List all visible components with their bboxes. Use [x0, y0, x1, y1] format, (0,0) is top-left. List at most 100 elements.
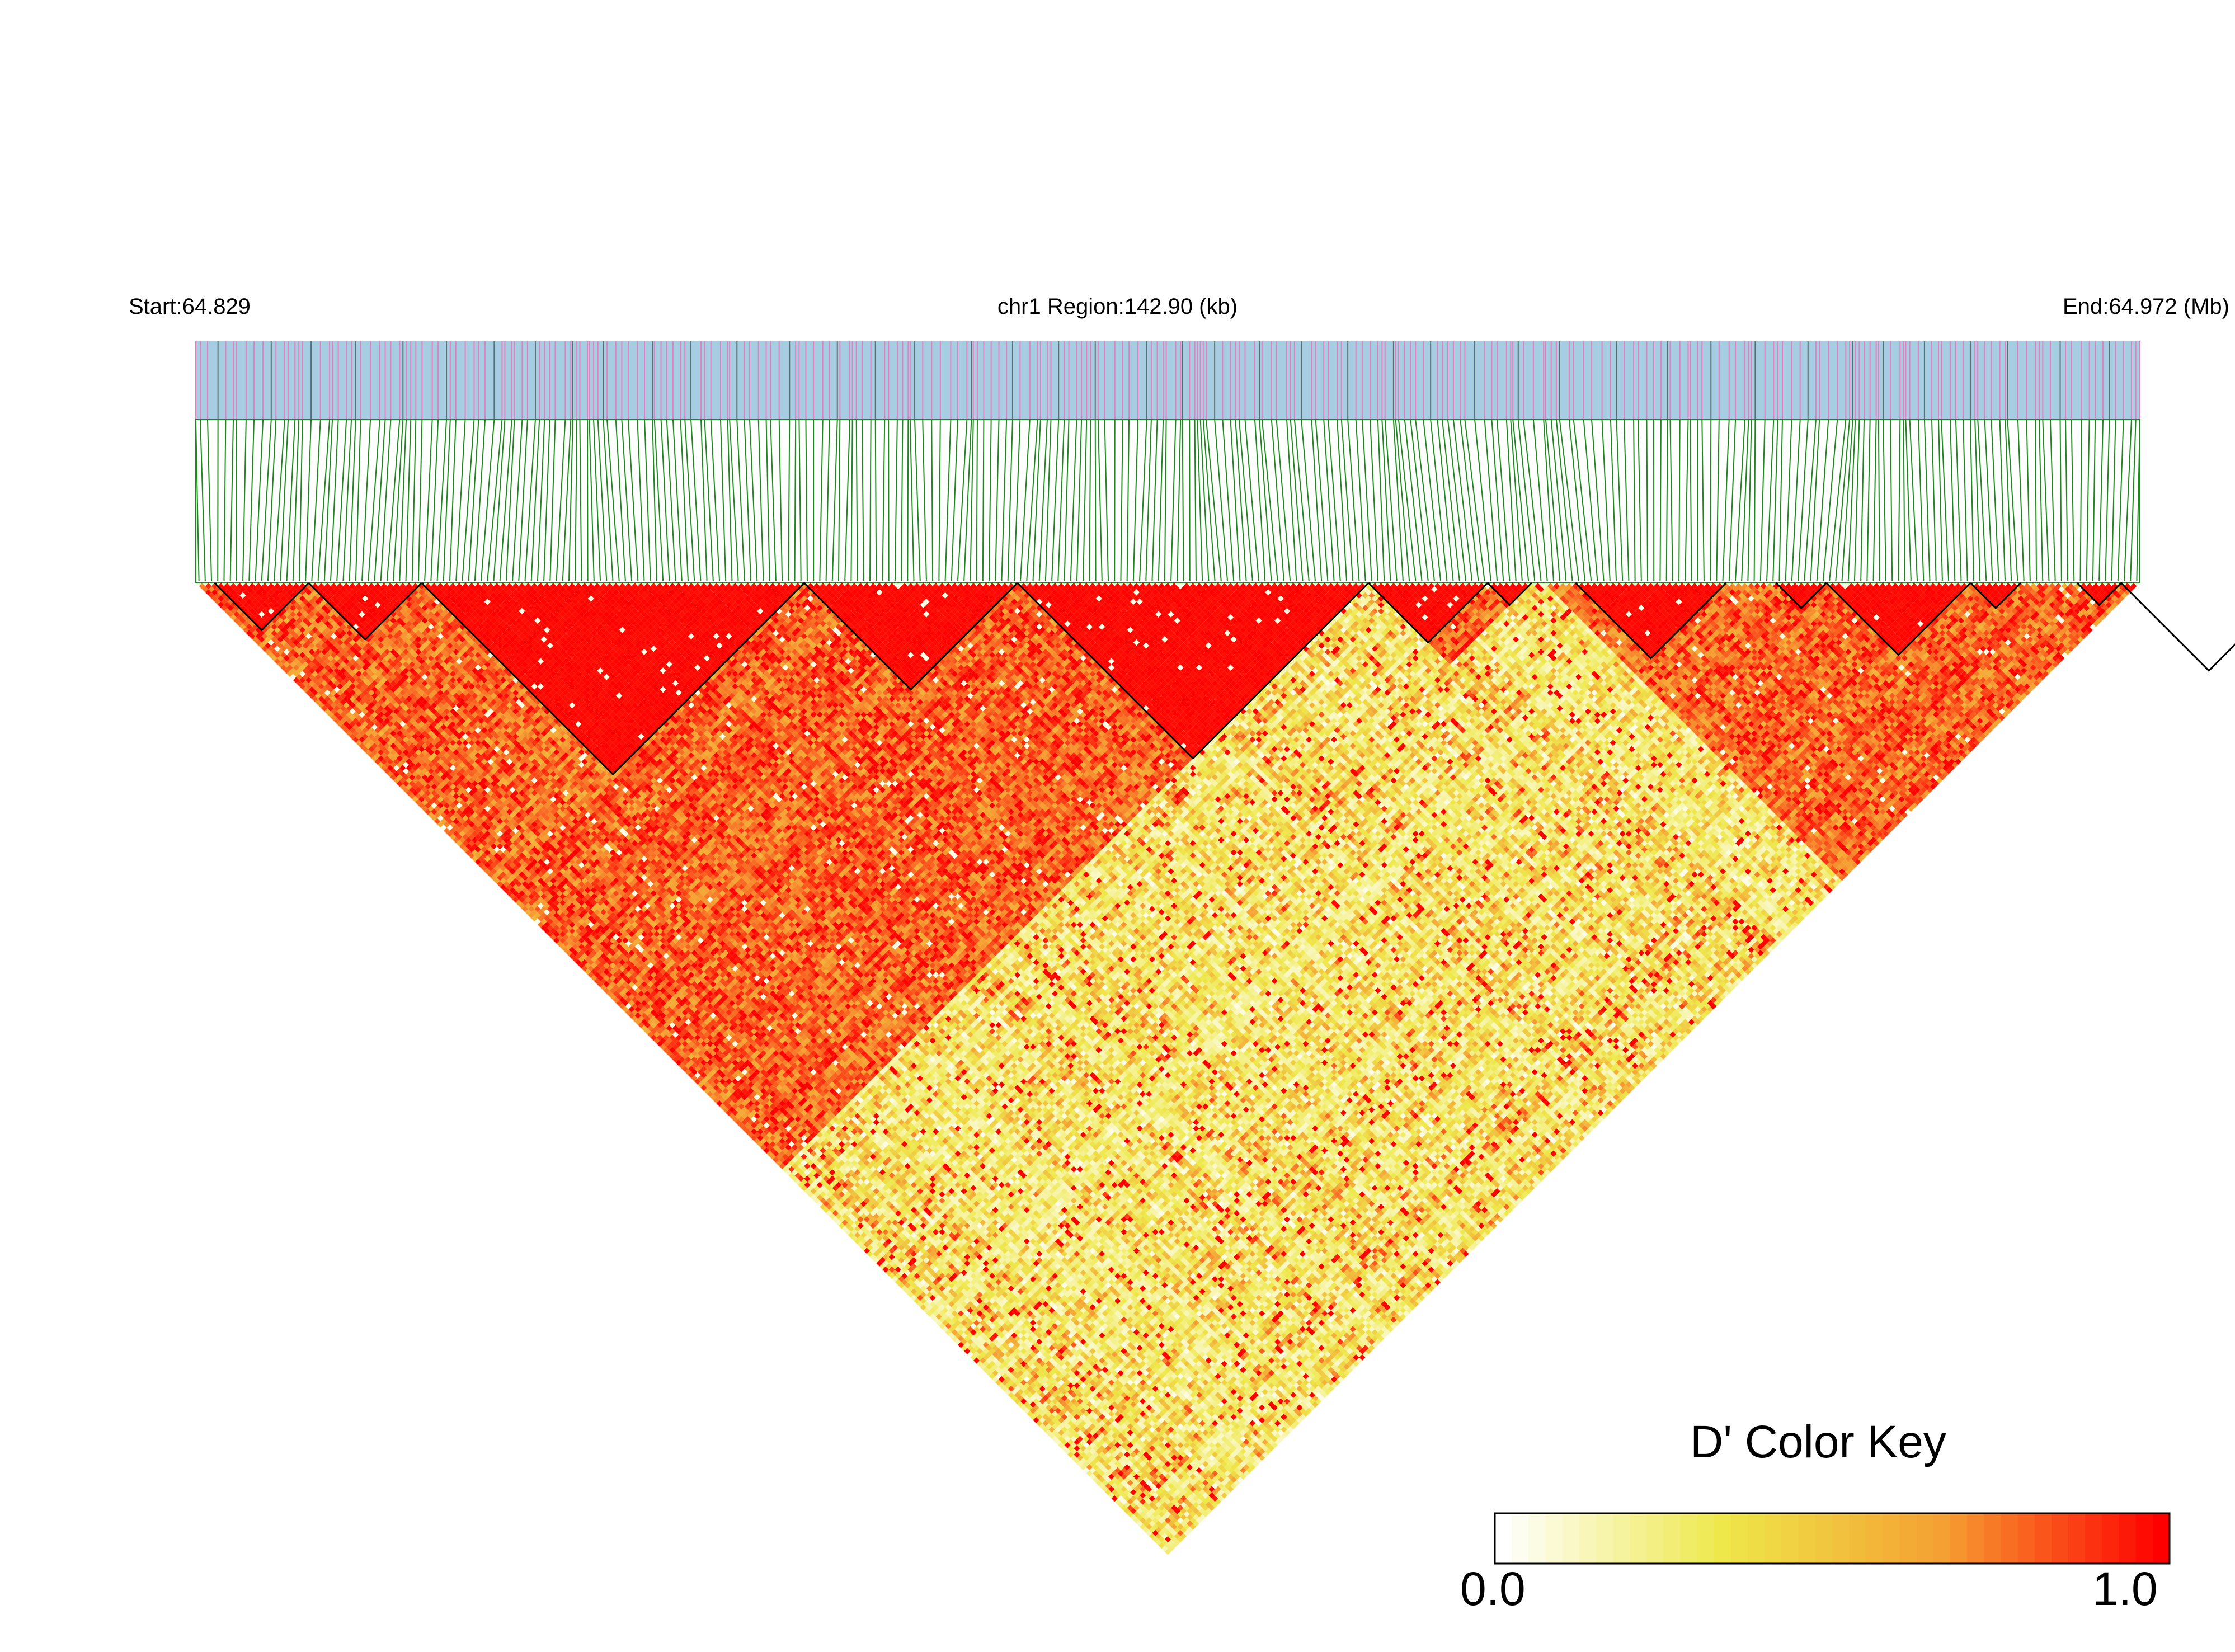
snp-connector	[2081, 420, 2082, 581]
snp-connector	[1848, 420, 1856, 581]
snp-connector	[425, 420, 432, 581]
snp-connector	[945, 420, 951, 581]
snp-connector	[882, 420, 884, 581]
snp-connector	[1177, 420, 1180, 581]
snp-connector	[1742, 420, 1748, 581]
snp-connector	[274, 420, 285, 581]
snp-connector	[2000, 420, 2005, 581]
snp-connector	[1779, 420, 1782, 581]
snp-connector	[1823, 420, 1837, 581]
snp-connector	[1014, 420, 1020, 581]
snp-connector	[1761, 420, 1765, 581]
snp-connector	[983, 420, 984, 581]
snp-connector	[255, 420, 263, 581]
snp-connector	[939, 420, 940, 581]
snp-connector	[1342, 420, 1353, 581]
snp-connector	[745, 420, 751, 581]
snp-connector	[799, 420, 801, 581]
snp-connector	[331, 420, 338, 581]
snp-connector	[305, 420, 311, 581]
snp-connector	[1098, 420, 1102, 581]
snp-connector	[680, 420, 688, 581]
snp-connector	[1584, 420, 1598, 581]
snp-connector	[1065, 420, 1069, 581]
snp-connector	[1991, 420, 1998, 581]
snp-connector	[901, 420, 902, 581]
snp-connector	[1195, 420, 1196, 581]
snp-connector	[952, 420, 958, 581]
snp-connector	[1925, 420, 1930, 581]
snp-connector	[1685, 420, 1688, 581]
snp-connector	[907, 420, 908, 581]
snp-connector	[826, 420, 830, 581]
snp-connector	[1140, 420, 1147, 581]
snp-connector	[1667, 420, 1668, 581]
snp-connector	[412, 420, 416, 581]
snp-connector	[989, 420, 991, 581]
snp-connector	[1690, 420, 1691, 581]
snp-connector	[1077, 420, 1081, 581]
snp-connector	[832, 420, 837, 581]
snp-connector	[1133, 420, 1138, 581]
snp-connector	[1465, 420, 1484, 581]
snp-connector	[368, 420, 380, 581]
snp-connector	[931, 420, 933, 581]
snp-connector	[1883, 420, 1886, 581]
snp-connector	[2099, 420, 2103, 581]
snp-connector	[1475, 420, 1491, 581]
snp-connector	[1767, 420, 1773, 581]
snp-connector	[923, 420, 926, 581]
snp-connector	[750, 420, 757, 581]
snp-connector	[2130, 420, 2136, 581]
snp-connector	[1095, 420, 1096, 581]
snp-connector	[1905, 420, 1911, 581]
snp-connector	[431, 420, 438, 581]
snp-connector	[200, 420, 205, 581]
snp-connector	[2105, 420, 2109, 581]
snp-connector	[788, 420, 789, 581]
snp-connector	[1052, 420, 1058, 581]
snp-connector	[262, 420, 271, 581]
snp-connector	[1121, 420, 1122, 581]
snp-connector	[2005, 420, 2011, 581]
snp-connector	[1910, 420, 1917, 581]
snp-connector	[1956, 420, 1961, 581]
snp-connector	[1089, 420, 1090, 581]
snp-connector	[870, 420, 871, 581]
snp-connector	[418, 420, 422, 581]
snp-connector	[1855, 420, 1859, 581]
snp-connector	[1903, 420, 1904, 581]
snp-connector	[910, 420, 914, 581]
snp-connector	[1033, 420, 1040, 581]
snp-connector	[2072, 420, 2074, 581]
snp-connector	[1215, 420, 1227, 581]
snp-connector	[1735, 420, 1745, 581]
snp-connector	[1985, 420, 1993, 581]
snp-position-track	[196, 341, 2140, 420]
snp-connector	[1370, 420, 1378, 581]
snp-connector	[1874, 420, 1876, 581]
snp-connector	[575, 420, 577, 581]
snp-connector	[1602, 420, 1610, 581]
snp-connector	[230, 420, 233, 581]
snp-connector	[1616, 420, 1622, 581]
snp-connector	[356, 420, 361, 581]
snp-connector	[589, 420, 594, 581]
snp-connector	[243, 420, 246, 581]
snp-connector	[1546, 420, 1560, 581]
snp-connector	[1159, 420, 1164, 581]
snp-connector	[1646, 420, 1648, 581]
snp-connector	[759, 420, 764, 581]
snp-connector	[1611, 420, 1616, 581]
snp-connector	[208, 420, 211, 581]
snp-connector	[450, 420, 456, 581]
snp-connector	[2026, 420, 2030, 581]
snp-connector	[1890, 420, 1892, 581]
snp-connector	[1485, 420, 1497, 581]
snp-connector	[737, 420, 745, 581]
snp-connector	[1592, 420, 1604, 581]
snp-connector	[1792, 420, 1800, 581]
snp-connector	[876, 420, 877, 581]
snp-connector	[280, 420, 288, 581]
